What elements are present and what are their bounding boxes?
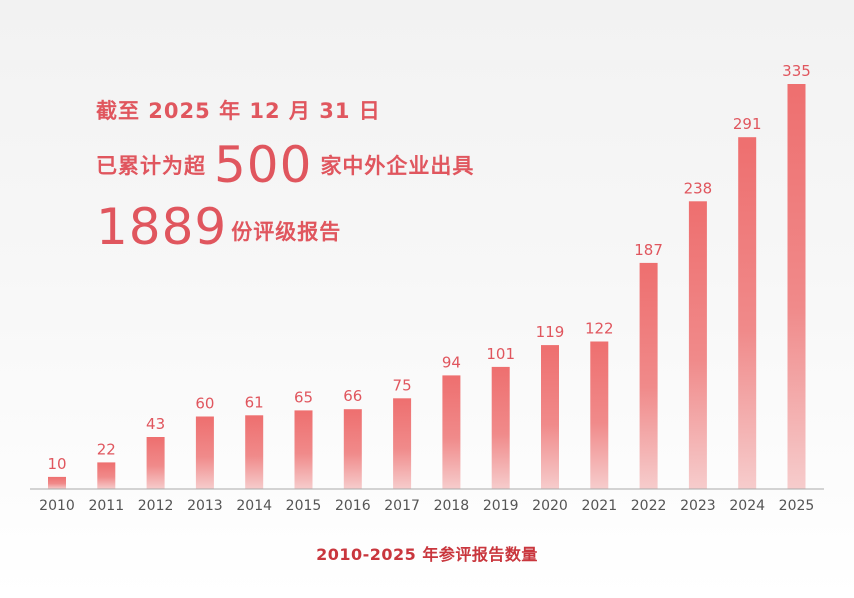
bar-2020 <box>541 345 559 489</box>
value-label-2022: 187 <box>634 241 663 259</box>
bar-2013 <box>195 416 214 489</box>
headline-date: 截至 2025 年 12 月 31 日 <box>96 99 381 123</box>
value-label-2018: 94 <box>442 353 461 371</box>
value-label-2020: 119 <box>536 323 565 341</box>
labels-layer: 10 2010 22 2011 43 2012 60 2013 61 2014 65 2015 66 20… <box>39 62 814 514</box>
value-label-2014: 61 <box>245 393 264 411</box>
headline-reports-number: 1889 <box>96 198 228 256</box>
value-label-2015: 65 <box>294 388 313 406</box>
x-tick-label-2022: 2022 <box>631 498 667 514</box>
x-tick-label-2011: 2011 <box>88 498 124 514</box>
x-tick-label-2020: 2020 <box>532 498 568 514</box>
x-tick-label-2010: 2010 <box>39 498 75 514</box>
value-label-2010: 10 <box>47 455 66 473</box>
headline: 截至 2025 年 12 月 31 日 已累计为超 500 家中外企业出具 18… <box>96 96 474 258</box>
bar-2017 <box>393 398 412 489</box>
headline-reports-suffix: 份评级报告 <box>231 220 342 244</box>
bar-2012 <box>146 437 165 489</box>
bar-2014 <box>245 415 264 489</box>
bar-2022 <box>639 262 658 489</box>
value-label-2023: 238 <box>684 179 713 197</box>
x-tick-label-2012: 2012 <box>138 498 174 514</box>
bars-layer <box>48 84 806 490</box>
bar-2021 <box>590 341 609 489</box>
value-label-2021: 122 <box>585 320 614 338</box>
x-tick-label-2016: 2016 <box>335 498 371 514</box>
x-tick-label-2017: 2017 <box>384 498 420 514</box>
bar-2019 <box>491 366 510 489</box>
bar-2016 <box>343 409 362 489</box>
headline-companies-suffix: 家中外企业出具 <box>320 154 475 178</box>
value-label-2016: 66 <box>343 387 362 405</box>
headline-reports: 1889 份评级报告 <box>96 196 474 258</box>
x-tick-label-2023: 2023 <box>680 498 716 514</box>
bar-2024 <box>738 137 757 489</box>
x-tick-label-2019: 2019 <box>483 498 519 514</box>
x-tick-label-2025: 2025 <box>779 498 815 514</box>
x-tick-label-2021: 2021 <box>581 498 617 514</box>
bar-2011 <box>97 462 116 489</box>
x-tick-label-2018: 2018 <box>434 498 470 514</box>
x-tick-label-2014: 2014 <box>236 498 272 514</box>
value-label-2024: 291 <box>733 115 762 133</box>
value-label-2025: 335 <box>782 62 811 80</box>
value-label-2013: 60 <box>195 395 214 413</box>
bar-2010 <box>48 476 66 489</box>
headline-companies: 已累计为超 500 家中外企业出具 <box>96 134 474 196</box>
value-label-2012: 43 <box>146 415 165 433</box>
bar-2023 <box>688 201 707 490</box>
value-label-2011: 22 <box>97 440 116 458</box>
headline-companies-number: 500 <box>214 136 313 194</box>
bar-2025 <box>787 84 806 489</box>
bar-2018 <box>442 375 461 489</box>
x-tick-label-2024: 2024 <box>729 498 765 514</box>
value-label-2017: 75 <box>393 376 412 394</box>
x-tick-label-2013: 2013 <box>187 498 223 514</box>
headline-companies-prefix: 已累计为超 <box>96 154 206 178</box>
bar-2015 <box>294 410 313 489</box>
value-label-2019: 101 <box>486 345 515 363</box>
chart-caption: 2010-2025 年参评报告数量 <box>316 545 538 564</box>
x-tick-label-2015: 2015 <box>286 498 322 514</box>
